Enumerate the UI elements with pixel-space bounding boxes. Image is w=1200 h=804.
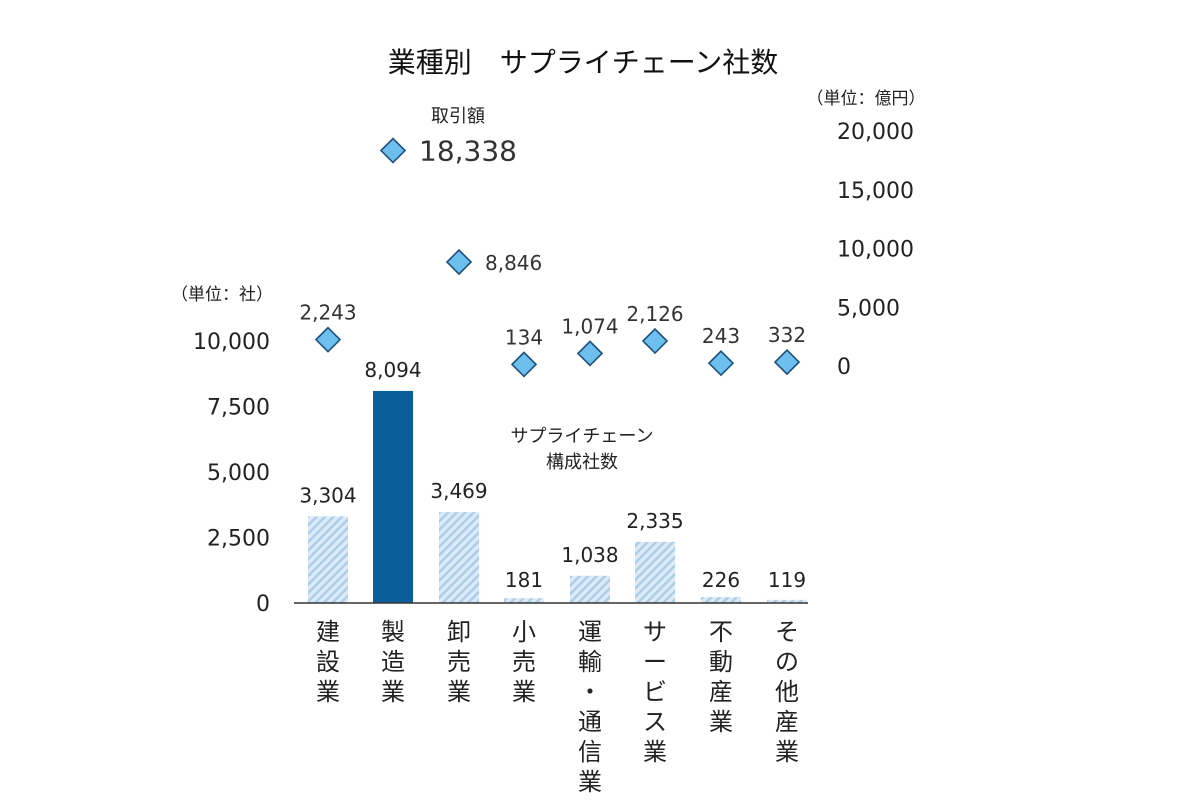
bar-value-label: 181 <box>505 568 543 592</box>
bar <box>767 599 807 603</box>
category-label: 卸売業 <box>447 618 471 706</box>
scatter-value-label: 134 <box>505 325 543 349</box>
bar <box>373 390 413 603</box>
chart-title: 業種別 サプライチェーン社数 <box>388 46 779 79</box>
category-label: 運輸・通信業 <box>578 618 602 796</box>
scatter-point-diamond <box>773 348 801 376</box>
scatter-point-diamond <box>576 340 604 367</box>
right-axis-tick-label: 15,000 <box>837 179 914 204</box>
bar <box>504 598 544 603</box>
bar-value-label: 226 <box>702 568 740 592</box>
category-label: 建設業 <box>316 618 340 706</box>
scatter-point-diamond <box>641 327 669 355</box>
scatter-value-label: 243 <box>702 324 740 348</box>
bar <box>570 575 610 603</box>
bar <box>439 512 479 603</box>
right-axis-unit: （単位：億円） <box>807 89 926 109</box>
scatter-value-label: 1,074 <box>561 314 618 338</box>
bar-series-label: サプライチェーン <box>510 426 653 447</box>
left-axis-tick-label: 0 <box>256 592 270 617</box>
scatter-value-label: 8,846 <box>485 251 542 275</box>
scatter-point-diamond <box>379 137 407 164</box>
bar-value-label: 1,038 <box>561 543 618 567</box>
scatter-point-diamond <box>314 326 342 353</box>
bar-value-label: 119 <box>768 568 806 592</box>
category-label: 小売業 <box>512 618 536 706</box>
bar-value-label: 3,469 <box>430 479 487 503</box>
scatter-point-diamond <box>445 248 473 276</box>
scatter-value-label: 332 <box>768 323 806 347</box>
bar-value-label: 3,304 <box>299 483 356 507</box>
bar <box>635 541 675 603</box>
scatter-value-label: 2,243 <box>299 301 356 325</box>
category-label: サービス業 <box>643 618 667 766</box>
left-axis-tick-label: 2,500 <box>207 527 270 552</box>
scatter-point-diamond <box>510 351 538 378</box>
bar-value-label: 8,094 <box>364 358 421 382</box>
scatter-point-diamond <box>707 350 735 377</box>
left-axis-unit: （単位：社） <box>171 285 273 305</box>
right-axis-tick-label: 5,000 <box>837 296 900 321</box>
scatter-series-label: 取引額 <box>431 106 485 127</box>
category-label: その他産業 <box>775 618 799 766</box>
right-axis-tick-label: 10,000 <box>837 238 914 263</box>
category-label: 製造業 <box>381 618 405 706</box>
bar-value-label: 2,335 <box>626 509 683 533</box>
scatter-value-label: 18,338 <box>419 135 517 168</box>
left-axis-tick-label: 5,000 <box>207 461 270 486</box>
category-label: 不動産業 <box>709 618 733 736</box>
bar <box>701 597 741 603</box>
bar-series-label: 構成社数 <box>546 452 618 473</box>
right-axis-tick-label: 20,000 <box>837 120 914 145</box>
right-axis-tick-label: 0 <box>837 355 851 380</box>
left-axis-tick-label: 10,000 <box>193 330 270 355</box>
scatter-value-label: 2,126 <box>626 302 683 326</box>
bar <box>308 516 348 603</box>
left-axis-tick-label: 7,500 <box>207 396 270 421</box>
